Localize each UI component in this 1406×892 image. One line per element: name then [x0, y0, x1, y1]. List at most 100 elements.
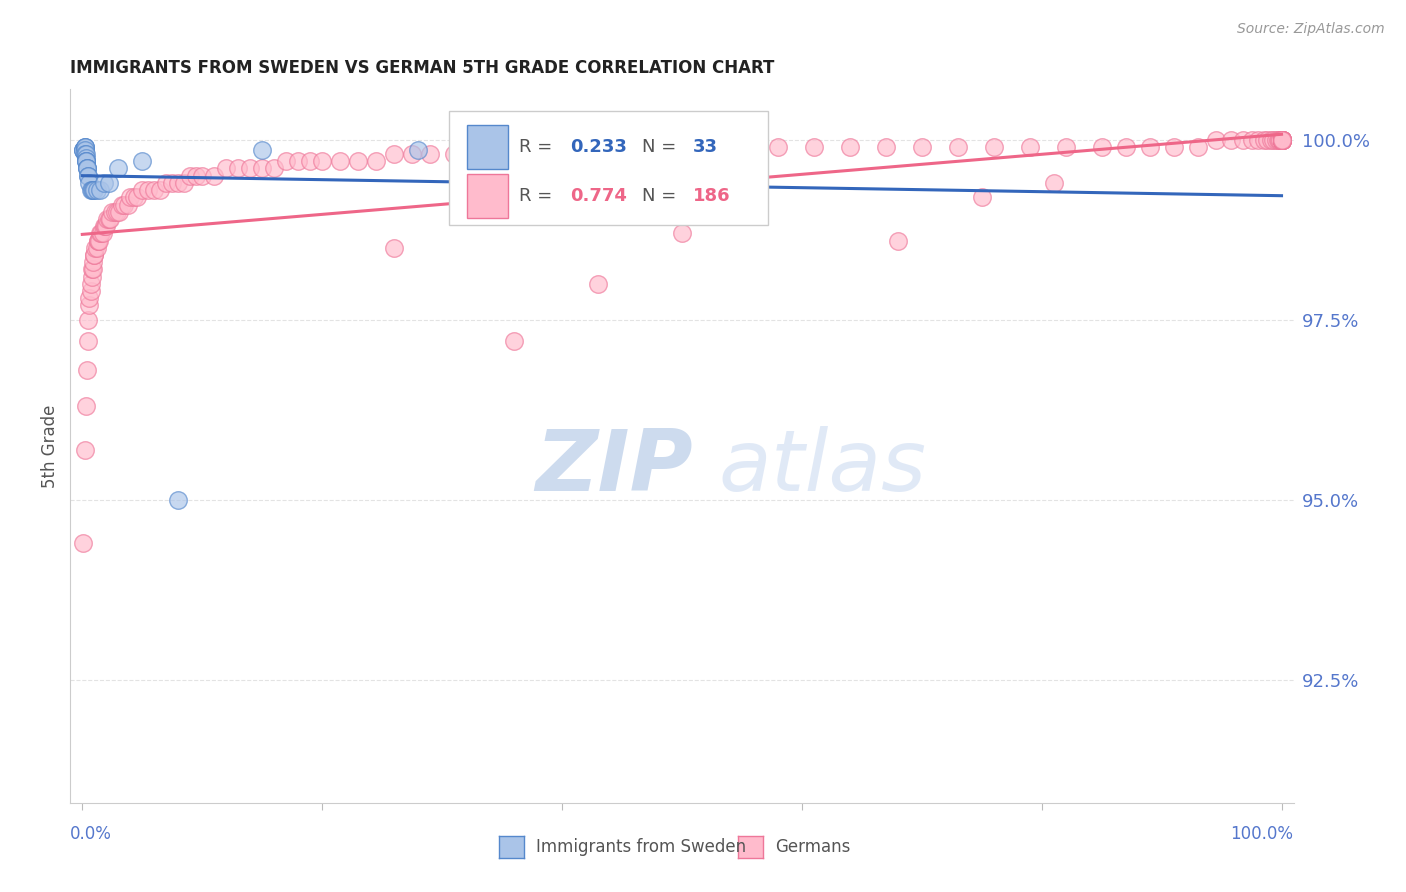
Point [75, 151, 97, 165]
Point [1270, 133, 1292, 147]
Text: atlas: atlas [718, 425, 927, 509]
Point [1270, 133, 1292, 147]
Point [131, 183, 153, 197]
Point [1270, 133, 1292, 147]
Point [1270, 133, 1292, 147]
Point [1260, 133, 1282, 147]
Point [173, 176, 195, 190]
Point [1270, 133, 1292, 147]
Point [89, 227, 111, 241]
Point [1240, 133, 1263, 147]
Point [1270, 133, 1292, 147]
Text: Immigrants from Sweden: Immigrants from Sweden [536, 838, 745, 856]
Point [87, 234, 110, 248]
Point [149, 183, 172, 197]
Point [82, 262, 104, 277]
Point [1139, 140, 1161, 154]
Point [160, 176, 183, 190]
Point [72, 144, 94, 158]
Point [77, 169, 100, 183]
Point [87, 234, 110, 248]
Point [82, 183, 104, 197]
Point [90, 227, 112, 241]
Point [96, 219, 118, 234]
Point [1267, 133, 1289, 147]
Point [671, 227, 693, 241]
Point [131, 154, 153, 169]
Point [250, 144, 273, 158]
Point [112, 197, 135, 211]
Text: ZIP: ZIP [536, 425, 693, 509]
Point [1205, 133, 1227, 147]
Text: N =: N = [641, 187, 682, 205]
Point [1270, 133, 1292, 147]
Point [287, 154, 309, 169]
Point [1270, 133, 1292, 147]
Point [79, 183, 101, 197]
Point [1270, 133, 1292, 147]
Point [83, 248, 105, 262]
Point [122, 190, 145, 204]
Point [76, 161, 98, 176]
Point [1270, 133, 1292, 147]
Point [347, 154, 370, 169]
Point [117, 197, 139, 211]
Point [83, 183, 105, 197]
Point [1270, 133, 1292, 147]
Point [401, 147, 423, 161]
Point [93, 176, 115, 190]
Point [1115, 140, 1137, 154]
Point [1220, 133, 1243, 147]
Point [276, 154, 298, 169]
FancyBboxPatch shape [450, 111, 768, 225]
Point [366, 154, 388, 169]
Point [263, 161, 285, 176]
Point [76, 161, 98, 176]
Point [1263, 133, 1285, 147]
Point [1270, 133, 1292, 147]
Point [382, 147, 405, 161]
Point [77, 334, 100, 349]
Point [1270, 133, 1292, 147]
Point [143, 183, 166, 197]
Point [98, 211, 121, 226]
Point [527, 144, 550, 158]
Point [73, 147, 96, 161]
Point [538, 147, 561, 161]
Point [1270, 133, 1292, 147]
Point [970, 190, 993, 204]
Point [79, 298, 101, 312]
Text: 186: 186 [693, 187, 731, 205]
Point [97, 211, 120, 226]
Point [202, 169, 225, 183]
Point [76, 161, 98, 176]
Point [1270, 133, 1292, 147]
Point [76, 363, 98, 377]
Point [1264, 133, 1286, 147]
Point [1270, 133, 1292, 147]
Point [75, 154, 97, 169]
Point [1270, 133, 1292, 147]
Point [86, 241, 108, 255]
Point [1270, 133, 1292, 147]
Point [75, 154, 97, 169]
Point [75, 400, 97, 414]
Y-axis label: 5th Grade: 5th Grade [41, 404, 59, 488]
Point [1270, 133, 1292, 147]
Point [84, 241, 107, 255]
Point [186, 169, 208, 183]
Point [1270, 133, 1292, 147]
Point [77, 313, 100, 327]
Point [983, 140, 1005, 154]
Point [167, 493, 190, 508]
Point [80, 183, 103, 197]
FancyBboxPatch shape [467, 175, 508, 218]
Point [1270, 133, 1292, 147]
Point [1270, 133, 1292, 147]
Text: R =: R = [519, 138, 558, 156]
Point [419, 147, 441, 161]
Point [875, 140, 897, 154]
Point [515, 147, 537, 161]
Point [1270, 133, 1292, 147]
Point [215, 161, 238, 176]
